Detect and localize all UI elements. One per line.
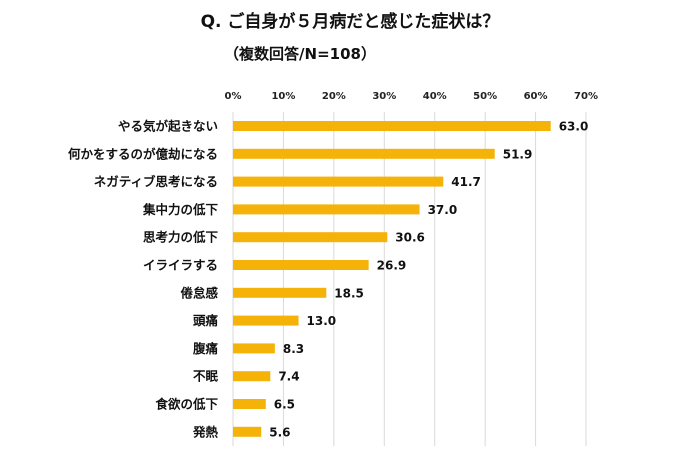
x-tick-label: 50% (473, 91, 497, 102)
category-label: 食欲の低下 (154, 397, 218, 412)
data-label: 7.4 (278, 370, 299, 384)
bar (233, 343, 275, 354)
bar (233, 287, 327, 298)
bar (233, 371, 271, 382)
bar (233, 260, 369, 270)
bar (233, 176, 444, 187)
category-label: ネガティブ思考になる (94, 174, 218, 189)
category-label: 何かをするのが億劫になる (68, 146, 218, 161)
chart-title: Q. ご自身が５月病だと感じた症状は？ (201, 11, 500, 32)
data-label: 37.0 (428, 203, 458, 217)
x-tick-label: 10% (271, 91, 295, 102)
bar (233, 399, 266, 409)
data-label: 13.0 (307, 314, 337, 328)
chart-subtitle: （複数回答/N=108） (224, 45, 376, 63)
data-label: 26.9 (377, 259, 407, 273)
bar (233, 315, 299, 326)
category-label: 発熱 (192, 424, 219, 439)
data-label: 30.6 (395, 231, 425, 245)
x-tick-label: 20% (322, 91, 346, 102)
x-tick-label: 40% (423, 91, 447, 102)
category-label: 頭痛 (193, 313, 219, 328)
x-tick-label: 0% (225, 91, 242, 102)
category-label: 腹痛 (193, 341, 219, 356)
data-label: 6.5 (274, 398, 295, 412)
x-tick-label: 70% (574, 91, 598, 102)
x-tick-label: 30% (372, 91, 396, 102)
category-label: やる気が起きない (118, 119, 218, 134)
category-label: 不眠 (193, 369, 219, 384)
bar (233, 232, 388, 243)
bar (233, 204, 420, 215)
category-label: イライラする (143, 258, 218, 273)
data-label: 8.3 (283, 342, 304, 356)
category-label: 思考力の低下 (143, 230, 219, 245)
bar (233, 148, 495, 159)
data-label: 5.6 (269, 425, 290, 439)
data-label: 51.9 (503, 147, 533, 161)
bar (233, 121, 551, 131)
data-label: 63.0 (559, 120, 589, 134)
x-tick-label: 60% (524, 91, 548, 102)
bar (233, 426, 262, 437)
data-label: 18.5 (334, 286, 364, 300)
data-label: 41.7 (451, 175, 481, 189)
category-label: 倦怠感 (180, 285, 218, 300)
category-label: 集中力の低下 (142, 202, 219, 217)
